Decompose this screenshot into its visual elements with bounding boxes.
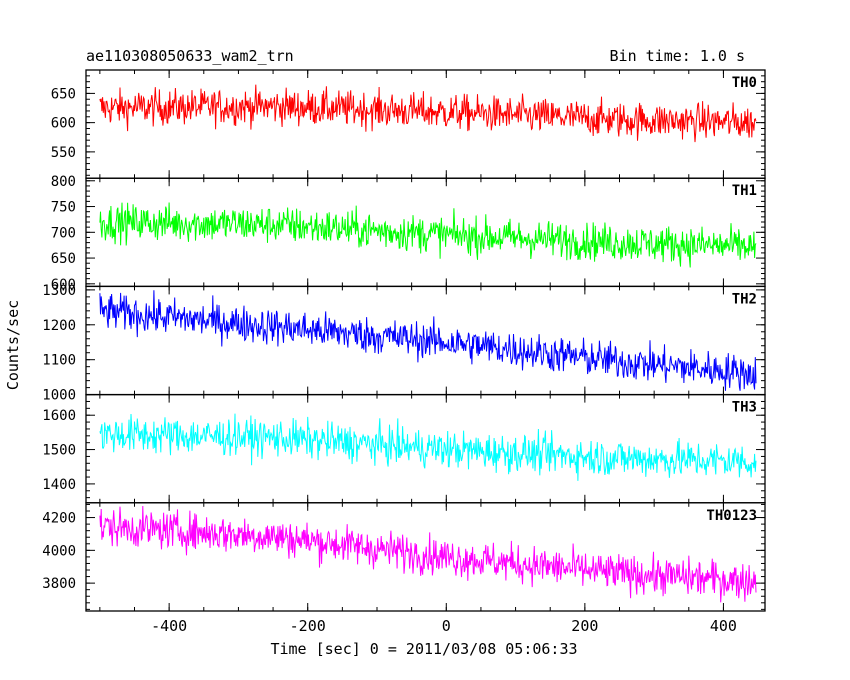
series-line-th3 <box>99 413 757 481</box>
bin-time-label: Bin time: 1.0 s <box>610 47 745 65</box>
y-tick-label: 600 <box>51 116 76 132</box>
x-tick-label: 0 <box>442 617 451 635</box>
panel-name-label: TH1 <box>732 183 757 199</box>
panels-group: 550 600 650 TH0 600 650 700 750 800 TH1 1000 1100 12… <box>42 69 766 612</box>
y-tick-label: 650 <box>51 86 76 102</box>
series-line-th2 <box>99 290 757 391</box>
y-tick-label: 700 <box>51 225 76 241</box>
y-tick-label: 1300 <box>42 283 76 299</box>
y-axis-label: Counts/sec <box>4 300 22 390</box>
series-line-th0123 <box>99 505 757 603</box>
x-tick-label: -200 <box>290 617 326 635</box>
y-tick-label: 800 <box>51 174 76 190</box>
panel-name-label: TH3 <box>732 400 757 416</box>
y-tick-label: 1200 <box>42 318 76 334</box>
y-tick-label: 4200 <box>42 511 76 527</box>
x-tick-label: 400 <box>710 617 737 635</box>
y-tick-label: 750 <box>51 200 76 216</box>
y-tick-label: 3800 <box>42 576 76 592</box>
panel-th1: 600 650 700 750 800 TH1 <box>51 174 766 293</box>
x-tick-label: 200 <box>571 617 598 635</box>
panel-name-label: TH2 <box>732 291 757 307</box>
panel-th2: 1000 1100 1200 1300 TH2 <box>42 283 766 404</box>
panel-th0: 550 600 650 TH0 <box>51 69 766 179</box>
y-tick-label: 1000 <box>42 388 76 404</box>
y-tick-label: 1600 <box>42 408 76 424</box>
panel-th3: 1400 1500 1600 TH3 <box>42 393 766 504</box>
panel-name-label: TH0 <box>732 75 757 91</box>
panel-th0123: 3800 4000 4200 TH0123 <box>42 502 766 612</box>
x-tick-label: -400 <box>151 617 187 635</box>
x-axis-label: Time [sec] 0 = 2011/03/08 05:06:33 <box>270 640 577 658</box>
chart-title: ae110308050633_wam2_trn <box>86 47 294 65</box>
panel-frame <box>85 285 766 396</box>
series-line-th1 <box>99 202 757 268</box>
series-line-th0 <box>99 84 757 143</box>
y-tick-label: 650 <box>51 251 76 267</box>
y-tick-label: 1100 <box>42 353 76 369</box>
y-tick-label: 4000 <box>42 543 76 559</box>
panel-name-label: TH0123 <box>706 508 757 524</box>
y-tick-label: 550 <box>51 145 76 161</box>
y-tick-label: 1400 <box>42 477 76 493</box>
x-axis: -400 -200 0 200 400 <box>151 617 737 635</box>
y-tick-label: 1500 <box>42 443 76 459</box>
y-tick-label: 600 <box>51 277 76 293</box>
